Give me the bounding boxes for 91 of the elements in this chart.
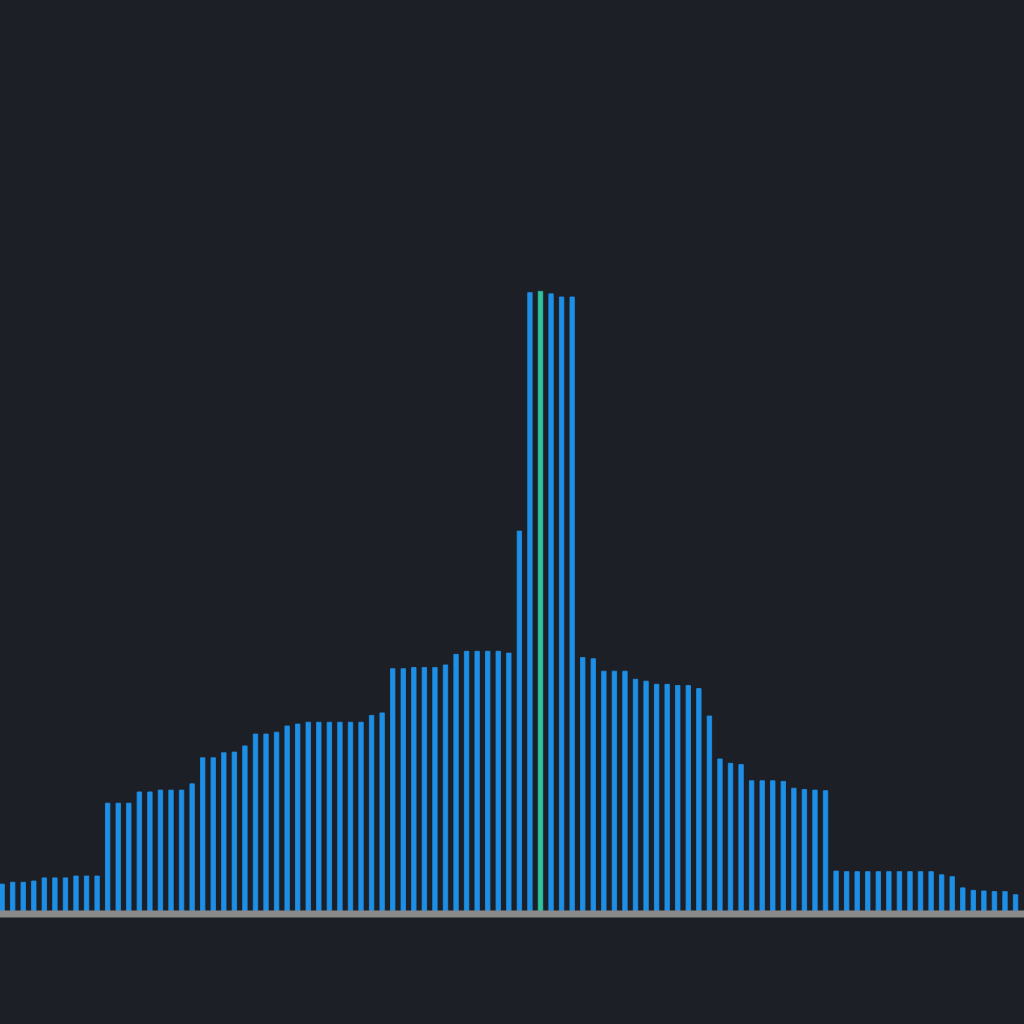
bar <box>833 870 839 914</box>
bar <box>326 721 333 914</box>
bar <box>316 721 322 914</box>
bar <box>886 871 892 914</box>
bar <box>358 721 364 914</box>
bar <box>738 764 744 914</box>
bar <box>685 685 691 914</box>
bar <box>907 871 913 914</box>
bar <box>178 789 185 914</box>
bar <box>485 650 491 914</box>
bar <box>622 670 628 914</box>
bar <box>200 757 206 914</box>
bar <box>537 290 544 914</box>
bar <box>337 721 343 914</box>
bar <box>801 789 808 914</box>
bar <box>706 715 713 914</box>
bar <box>147 791 153 914</box>
bar <box>432 667 438 914</box>
bar <box>463 650 470 914</box>
bar <box>854 871 860 914</box>
bar <box>305 721 311 914</box>
bar <box>231 751 237 914</box>
bar <box>379 712 385 914</box>
bar <box>411 667 417 914</box>
bar <box>875 871 881 914</box>
bar <box>865 871 871 914</box>
bar <box>928 871 934 914</box>
bar <box>664 683 670 914</box>
bar <box>632 678 639 914</box>
bar <box>347 721 354 914</box>
bar <box>696 688 702 914</box>
bar <box>115 802 121 914</box>
bar <box>791 787 797 914</box>
bar <box>844 871 850 914</box>
bar <box>263 733 269 914</box>
bar <box>453 653 459 914</box>
bar <box>981 890 987 914</box>
bar <box>10 881 16 914</box>
bar <box>506 652 512 914</box>
bar <box>516 530 523 914</box>
bar <box>210 757 216 914</box>
bar <box>189 783 195 914</box>
bar <box>136 791 142 914</box>
bar <box>960 887 966 914</box>
bar <box>812 789 818 914</box>
bar <box>949 876 955 914</box>
bar <box>168 789 174 914</box>
bar <box>643 680 649 914</box>
bar <box>105 802 111 914</box>
bar <box>717 758 723 914</box>
bar <box>273 731 280 914</box>
bar <box>653 683 660 914</box>
bar <box>73 875 79 914</box>
bar <box>221 752 227 914</box>
bar <box>41 877 47 914</box>
bar <box>675 685 681 914</box>
bar <box>580 657 586 914</box>
bar <box>252 733 259 914</box>
bar <box>548 293 554 914</box>
bar <box>970 889 976 914</box>
bar <box>0 883 5 914</box>
bar <box>558 296 565 914</box>
bar <box>759 780 765 914</box>
bar <box>242 745 248 914</box>
bar <box>157 789 164 914</box>
bar <box>94 875 100 914</box>
bar <box>727 762 734 914</box>
bar <box>495 650 501 914</box>
bar <box>52 877 58 914</box>
bar <box>1002 891 1008 914</box>
bar <box>590 658 596 914</box>
bar <box>442 664 449 914</box>
bar <box>126 802 132 914</box>
bar <box>749 780 755 914</box>
bar <box>421 667 428 914</box>
bar <box>31 880 37 914</box>
bar <box>780 780 786 914</box>
bar <box>368 714 375 914</box>
bar <box>474 650 480 914</box>
bar <box>284 725 290 914</box>
bar <box>390 668 396 914</box>
bar <box>527 292 533 914</box>
bar <box>400 668 406 914</box>
bar <box>611 670 618 914</box>
bar <box>939 874 945 914</box>
bar <box>569 296 575 914</box>
bar <box>601 670 607 914</box>
bar <box>770 780 776 914</box>
bar <box>295 723 301 914</box>
bar <box>20 881 26 914</box>
bar <box>822 790 829 914</box>
